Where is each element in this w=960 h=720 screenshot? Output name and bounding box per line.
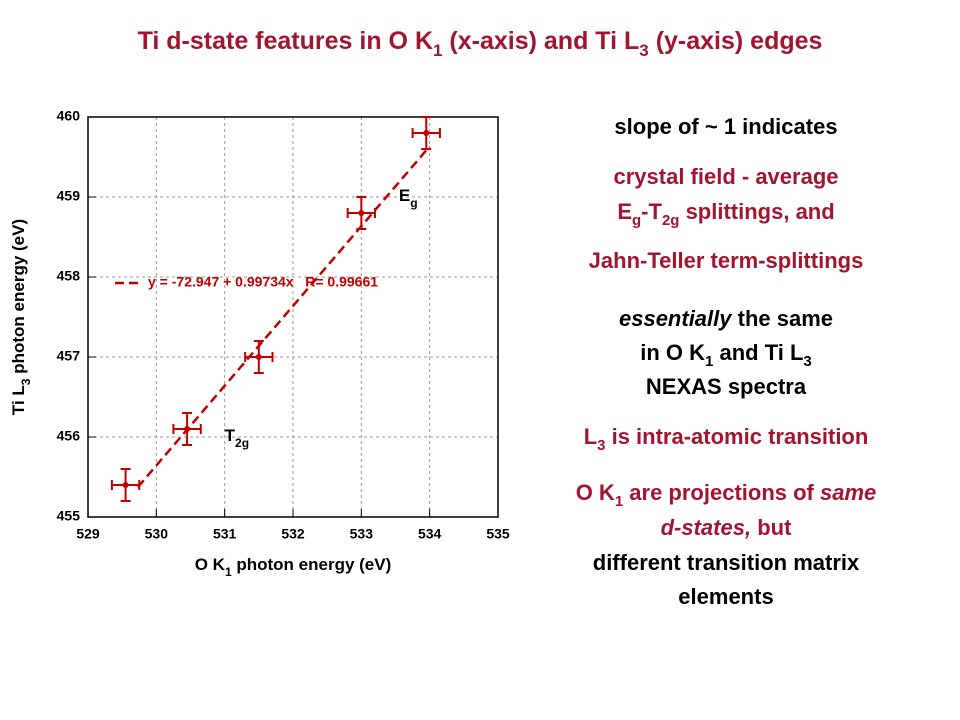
text-segment: 3: [639, 41, 648, 60]
text-segment: 2g: [235, 436, 249, 450]
text-segment: O K: [195, 555, 226, 574]
text-segment: 1: [433, 41, 442, 60]
text-segment: 1: [225, 565, 232, 579]
text-segment: photon energy (eV): [232, 555, 392, 574]
text-segment: d-states,: [661, 515, 751, 540]
panel-text-line: d-states, but: [661, 515, 792, 540]
text-segment: (x-axis) and Ti L: [442, 27, 639, 55]
text-segment: 3: [19, 378, 33, 385]
text-segment: same: [820, 480, 876, 505]
x-tick-label: 529: [76, 526, 100, 542]
text-segment: E: [399, 186, 410, 205]
y-tick-label: 459: [57, 188, 81, 204]
data-point: [358, 210, 365, 216]
x-tick-label: 530: [145, 526, 169, 542]
x-axis-label: O K1 photon energy (eV): [195, 555, 392, 579]
panel-text-line: essentially the same: [619, 306, 833, 331]
fit-line: [136, 145, 431, 488]
y-axis-label: Ti L3 photon energy (eV): [9, 219, 33, 415]
panel-text-line: crystal field - average: [613, 164, 838, 189]
data-point: [184, 426, 191, 432]
x-tick-label: 531: [213, 526, 237, 542]
data-point: [255, 354, 262, 360]
panel-text-line: NEXAS spectra: [646, 374, 807, 399]
y-tick-label: 460: [57, 108, 81, 124]
text-segment: g: [410, 196, 417, 210]
slide-title: Ti d-state features in O K1 (x-axis) and…: [138, 27, 823, 60]
y-tick-label: 456: [57, 428, 81, 444]
data-point: [122, 482, 129, 488]
text-segment: crystal field - average: [613, 164, 838, 189]
text-segment: but: [751, 515, 792, 540]
x-tick-label: 534: [418, 526, 442, 542]
text-segment: in O K: [640, 340, 705, 365]
x-tick-label: 533: [350, 526, 374, 542]
text-segment: elements: [678, 584, 773, 609]
text-segment: the same: [732, 306, 834, 331]
text-segment: 3: [597, 437, 605, 454]
text-segment: g: [632, 212, 641, 229]
text-segment: are projections of: [623, 480, 820, 505]
x-tick-label: 535: [486, 526, 510, 542]
text-segment: T: [225, 426, 236, 445]
text-segment: L: [584, 424, 597, 449]
x-tick-label: 532: [281, 526, 305, 542]
text-segment: Ti L: [9, 385, 28, 415]
text-segment: E: [617, 199, 632, 224]
text-segment: slope of ~ 1 indicates: [614, 114, 837, 139]
text-segment: -T: [641, 199, 662, 224]
panel-text-line: Jahn-Teller term-splittings: [589, 248, 864, 273]
panel-text-line: elements: [678, 584, 773, 609]
panel-text-line: L3 is intra-atomic transition: [584, 424, 869, 455]
panel-text-line: O K1 are projections of same: [576, 480, 877, 511]
text-segment: photon energy (eV): [9, 219, 28, 379]
text-segment: and Ti L: [713, 340, 803, 365]
text-segment: O K: [576, 480, 615, 505]
y-tick-label: 457: [57, 348, 81, 364]
text-segment: NEXAS spectra: [646, 374, 807, 399]
text-segment: 2g: [662, 212, 680, 229]
panel-text-line: in O K1 and Ti L3: [640, 340, 812, 371]
plot-frame: [87, 116, 499, 518]
text-segment: essentially: [619, 306, 733, 331]
panel-text-line: Eg-T2g splittings, and: [617, 199, 834, 230]
text-segment: splittings, and: [679, 199, 834, 224]
text-segment: 1: [615, 493, 623, 510]
annotation: Eg: [399, 186, 418, 210]
text-segment: 3: [803, 353, 811, 370]
text-segment: (y-axis) edges: [649, 27, 823, 55]
text-segment: is intra-atomic transition: [605, 424, 868, 449]
text-segment: 1: [705, 353, 713, 370]
text-segment: Ti d-state features in O K: [138, 27, 433, 55]
y-tick-label: 455: [57, 508, 81, 524]
text-segment: different transition matrix: [593, 550, 860, 575]
legend-label: y = -72.947 + 0.99734x R= 0.99661: [148, 274, 378, 290]
y-tick-label: 458: [57, 268, 81, 284]
text-segment: Jahn-Teller term-splittings: [589, 248, 864, 273]
data-point: [423, 130, 430, 136]
panel-text-line: different transition matrix: [593, 550, 860, 575]
annotation: T2g: [225, 426, 249, 450]
panel-text-line: slope of ~ 1 indicates: [614, 114, 837, 139]
